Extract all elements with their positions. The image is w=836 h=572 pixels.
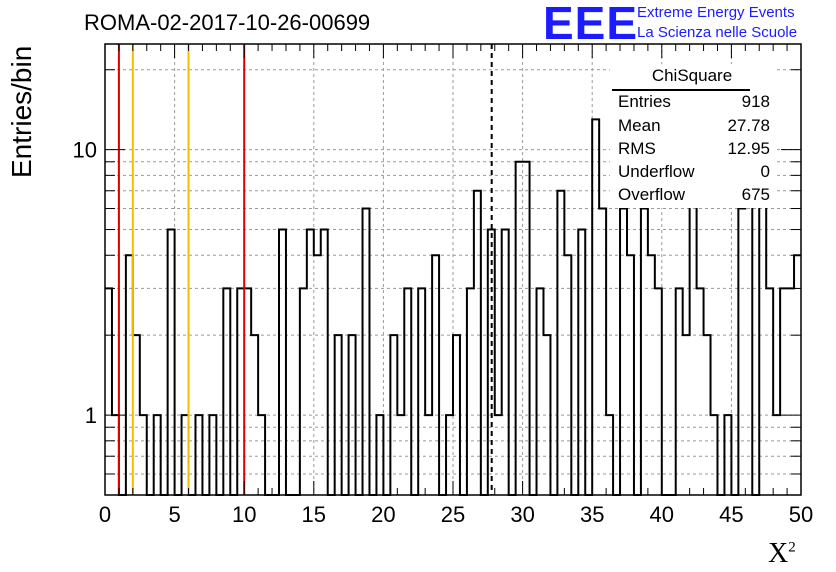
stat-key: Mean: [618, 116, 661, 135]
x-tick-label: 5: [168, 502, 180, 527]
stat-key: Underflow: [618, 162, 695, 181]
stat-value: 0: [760, 162, 770, 181]
stats-box: ChiSquare Entries 918 Mean 27.78 RMS 12.…: [610, 64, 774, 208]
logo-line-2: La Scienza nelle Scuole: [637, 24, 798, 41]
x-tick-label: 10: [232, 502, 256, 527]
stat-row-mean: Mean 27.78: [618, 116, 770, 139]
tick-labels: 0 5 10 15 20 25 30 35 40 45 50 1 10: [73, 138, 814, 527]
x-axis-label: X2: [768, 538, 796, 569]
x-tick-label: 20: [371, 502, 395, 527]
stats-title: ChiSquare: [651, 66, 733, 85]
x-tick-label: 45: [719, 502, 743, 527]
stat-row-overflow: Overflow 675: [618, 185, 770, 208]
stat-key: Overflow: [618, 185, 686, 204]
stat-row-entries: Entries 918: [618, 92, 770, 115]
x-tick-label: 0: [99, 502, 111, 527]
y-axis-label: Entries/bin: [6, 45, 37, 178]
marker-lines: [117, 44, 493, 495]
stat-value: 918: [741, 92, 770, 111]
stat-value: 675: [741, 185, 770, 204]
stat-key: RMS: [618, 139, 656, 158]
stat-key: Entries: [618, 92, 671, 111]
stat-row-underflow: Underflow 0: [618, 162, 770, 185]
eee-logo: EEE Extreme Energy Events La Scienza nel…: [543, 0, 833, 49]
stat-value: 12.95: [727, 139, 770, 158]
axes: [104, 43, 802, 496]
x-tick-label: 15: [302, 502, 326, 527]
y-tick-label: 10: [73, 138, 97, 163]
logo-mark: EEE: [543, 0, 639, 49]
x-tick-label: 25: [441, 502, 465, 527]
x-tick-label: 50: [789, 502, 813, 527]
x-tick-label: 30: [510, 502, 534, 527]
x-tick-label: 40: [650, 502, 674, 527]
y-tick-label: 1: [85, 403, 97, 428]
stats-divider: [612, 89, 750, 91]
stat-value: 27.78: [727, 116, 770, 135]
run-title: ROMA-02-2017-10-26-00699: [84, 10, 371, 35]
logo-line-1: Extreme Energy Events: [637, 4, 795, 21]
x-tick-label: 35: [580, 502, 604, 527]
stat-row-rms: RMS 12.95: [618, 139, 770, 162]
